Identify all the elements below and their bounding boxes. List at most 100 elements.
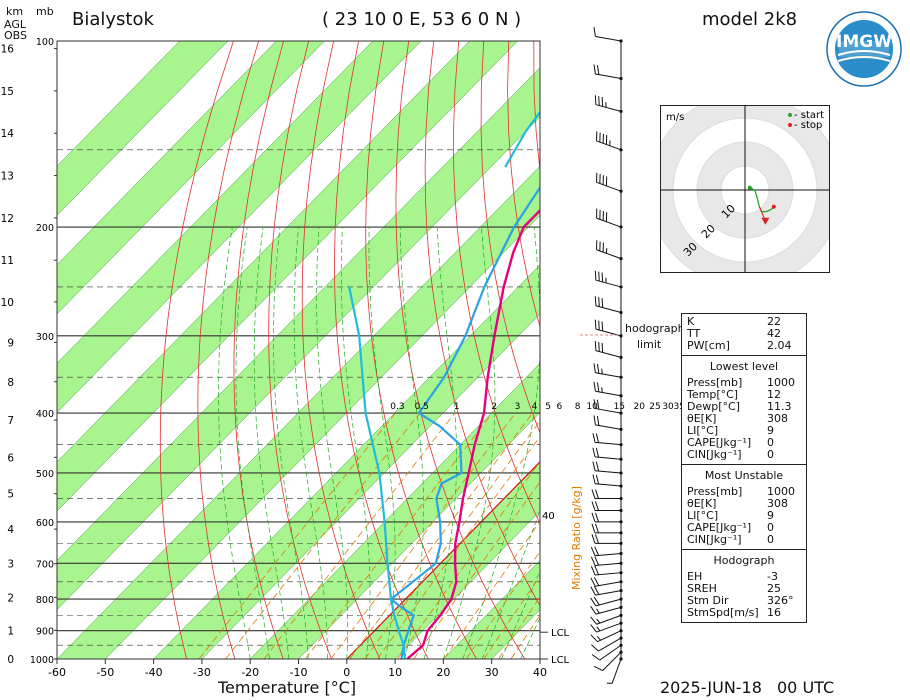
wind-barb-half (601, 387, 603, 393)
lowest-level-row: Press[mb] 1000 (682, 377, 806, 389)
moist-adiabat (520, 617, 540, 659)
mixing-ratio-tick: 8 (575, 402, 581, 412)
wind-barb-full (598, 271, 600, 282)
isotherm-line (201, 313, 540, 659)
wind-barb-shaft (595, 305, 622, 313)
wind-barb-shaft (598, 637, 622, 652)
mixing-ratio-tick: 6 (556, 402, 562, 412)
moist-adiabat (481, 509, 540, 659)
storm-motion-arrowhead (761, 217, 770, 225)
lcl-label: LCL (551, 655, 570, 666)
lowest-level-row-key: CIN[Jkg⁻¹] (687, 448, 742, 461)
most-unstable-title: Most Unstable (704, 469, 784, 482)
wind-barb-shaft (595, 441, 622, 446)
wind-barb-shaft (595, 553, 622, 557)
lowest-level-row-key: Dewp[°C] (687, 400, 740, 413)
hodograph-row-key: EH (687, 570, 703, 583)
mixing-ratio-tick: 2 (491, 402, 497, 412)
isotherm-line (57, 67, 540, 561)
most-unstable-row: CAPE[Jkg⁻¹] 0 (682, 522, 806, 534)
mixing-ratio-line (364, 420, 540, 659)
lowest-level-row-key: Press[mb] (687, 376, 743, 389)
x-tick-label: 30 (485, 666, 499, 679)
wind-barb-full (594, 546, 600, 556)
most-unstable-row: θE[K] 308 (682, 498, 806, 510)
mixing-ratio-line (413, 481, 540, 659)
indices-top: K 22 TT 42 PW[cm] 2.04 (682, 314, 806, 355)
isotherm-line (57, 41, 325, 315)
most-unstable-row-value: 9 (767, 509, 774, 522)
hodograph-panel: m/s - start - stop 10 20 30 (648, 93, 842, 287)
legend-start-dot (788, 113, 792, 117)
mixing-ratio-extra: 40 (542, 511, 555, 522)
wind-barb-full (596, 399, 600, 410)
isotherm-line (394, 510, 540, 659)
wind-barb-half (596, 636, 601, 641)
isotherm-line (57, 41, 518, 512)
wind-barb-full (595, 534, 599, 544)
mixing-ratio-tick: 30 (662, 402, 674, 412)
wind-barb-shaft (602, 651, 622, 671)
logo-text: IMGW (836, 32, 892, 52)
wind-barb-shaft (595, 470, 622, 474)
height-tick-label: 0 (7, 654, 14, 666)
valid-date: 2025-JUN-18 (660, 678, 762, 697)
wind-barb-full (594, 319, 597, 330)
height-tick-label: 15 (1, 86, 14, 98)
wind-barb-shaft (595, 279, 622, 288)
dry-adiabat (197, 41, 259, 659)
hodograph-row-key: Stm Dir (687, 594, 729, 607)
wind-barb-full (590, 634, 598, 643)
wind-barb-full (593, 585, 600, 595)
x-tick-label: -60 (48, 666, 66, 679)
station-name: Bialystok (72, 9, 154, 30)
wind-barb-full (595, 523, 599, 534)
wind-barb-full (590, 556, 596, 566)
wind-barb-full (601, 298, 604, 308)
wind-barb-shaft (595, 606, 622, 615)
wind-barb-full (591, 644, 599, 652)
wind-barb-shaft (595, 590, 622, 596)
index-row-value: 42 (767, 327, 781, 340)
wind-barb-half (596, 608, 600, 614)
hodograph-start (747, 185, 752, 190)
lowest-level-row: CIN[Jkg⁻¹] 0 (682, 449, 806, 461)
hodograph-title: Hodograph (713, 554, 775, 567)
wind-barb-full (596, 363, 600, 374)
height-tick-label: 7 (7, 415, 14, 427)
mixing-ratio-tick: 15 (614, 402, 625, 412)
most-unstable-row-value: 0 (767, 533, 774, 546)
wind-barb-shaft (596, 614, 622, 625)
isotherm-line (153, 264, 540, 659)
most-unstable-row-key: Press[mb] (687, 485, 743, 498)
agl-label: AGL (4, 18, 26, 31)
mixing-ratio-tick: 1 (454, 402, 460, 412)
hodograph-row-key: SREH (687, 582, 717, 595)
mb-unit: mb (36, 5, 54, 18)
hodograph-row-value: 326° (767, 594, 794, 607)
wind-barb-full (601, 342, 604, 353)
x-tick-label: 0 (343, 666, 350, 679)
wind-barb-full (598, 320, 600, 331)
moist-adiabat (340, 226, 371, 659)
wind-barb-full (601, 321, 604, 331)
lowest-level-title: Lowest level (709, 360, 779, 373)
mixing-ratio-tick: 4 (532, 402, 538, 412)
isotherm-line (57, 116, 540, 611)
wind-barb-shaft (595, 456, 622, 460)
index-row: PW[cm] 2.04 (682, 340, 806, 352)
wind-barb-full (596, 415, 600, 426)
mixing-ratio-label: Mixing Ratio [g/kg] (570, 486, 583, 590)
dry-adiabat (507, 41, 540, 329)
lcl-label: LCL (551, 628, 570, 639)
wind-barb-shaft (596, 249, 622, 260)
lowest-level-row: LI[°C] 9 (682, 425, 806, 437)
moist-adiabat (368, 226, 396, 659)
wind-barb-full (592, 461, 596, 471)
wind-barb-full (591, 523, 596, 534)
wind-barb-shaft (595, 372, 622, 378)
pressure-tick-label: 800 (36, 595, 54, 606)
station-coords: ( 23 10 0 E, 53 6 0 N ) (322, 9, 522, 30)
mixing-ratio-tick: 25 (649, 402, 660, 412)
